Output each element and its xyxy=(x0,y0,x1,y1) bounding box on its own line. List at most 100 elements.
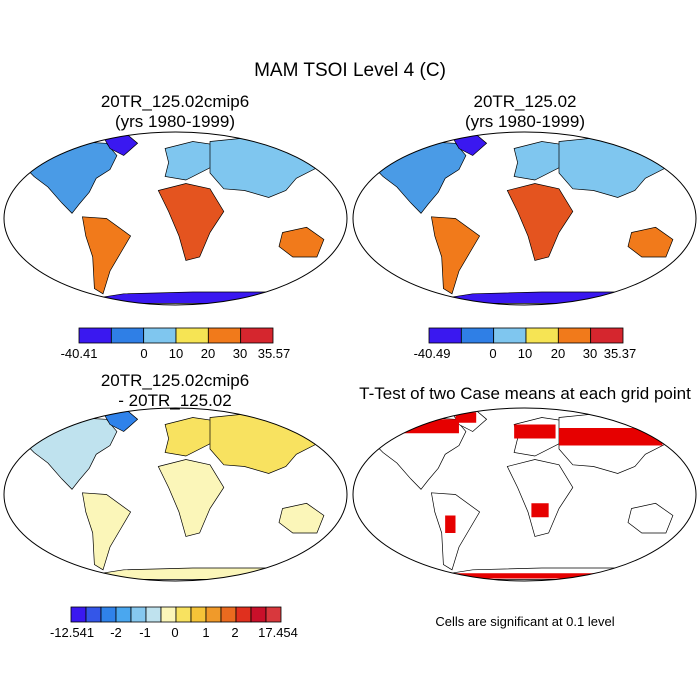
panel3-title: 20TR_125.02cmip6 - 20TR_125.02 xyxy=(0,371,350,411)
panel2-colorbar-label: -40.49 xyxy=(413,346,451,361)
colorbar-swatch xyxy=(70,606,87,623)
panel3-title-line2: - 20TR_125.02 xyxy=(118,391,232,410)
colorbar-swatch xyxy=(175,606,192,623)
map-border xyxy=(352,407,697,582)
asia-landmass xyxy=(558,135,684,198)
colorbar-swatch xyxy=(250,606,267,623)
significant-cells xyxy=(396,419,459,434)
africa-landmass xyxy=(506,183,574,261)
colorbar-swatch xyxy=(160,606,177,623)
antarctica-landmass xyxy=(78,291,300,304)
map-border xyxy=(3,131,348,306)
panel3-colorbar-label: 2 xyxy=(231,625,239,640)
significance-note: Cells are significant at 0.1 level xyxy=(435,614,615,629)
panel4-title: T-Test of two Case means at each grid po… xyxy=(359,384,691,403)
colorbar-swatch xyxy=(493,327,527,344)
panel1-title-line1: 20TR_125.02cmip6 xyxy=(100,92,250,111)
panel2-map xyxy=(352,131,697,311)
australia-landmass xyxy=(627,226,674,258)
africa-landmass xyxy=(157,183,225,261)
colorbar-swatch xyxy=(557,327,592,344)
asia-landmass xyxy=(209,411,335,474)
colorbar-swatch xyxy=(240,327,274,344)
colorbar-swatch xyxy=(428,327,462,344)
europe-landmass xyxy=(513,141,567,181)
colorbar-swatch xyxy=(590,327,624,344)
colorbar-swatch xyxy=(100,606,117,623)
colorbar-swatch xyxy=(115,606,132,623)
panel3-map-svg xyxy=(3,407,348,582)
colorbar-swatch xyxy=(175,327,209,344)
colorbar-swatch xyxy=(110,327,145,344)
colorbar-swatch xyxy=(460,327,495,344)
colorbar-swatch xyxy=(143,327,177,344)
panel2-title-line2: (yrs 1980-1999) xyxy=(464,112,585,131)
samerica-landmass xyxy=(81,492,132,571)
asia-landmass xyxy=(209,135,335,198)
significant-cells xyxy=(559,428,663,446)
panel3-colorbar xyxy=(70,606,282,628)
panel3-colorbar-label: -1 xyxy=(139,625,151,640)
australia-landmass xyxy=(627,502,674,534)
main-title: MAM TSOI Level 4 (C) xyxy=(254,60,446,81)
significant-cells xyxy=(427,573,635,579)
panel2-colorbar-label: 20 xyxy=(550,346,566,361)
significant-cells xyxy=(514,424,556,439)
namerica-landmass xyxy=(23,417,118,490)
namerica-landmass xyxy=(372,141,467,214)
africa-landmass xyxy=(506,459,574,537)
panel2-colorbar-label: 30 xyxy=(582,346,598,361)
europe-landmass xyxy=(164,417,218,457)
panel1-map-svg xyxy=(3,131,348,306)
map-content xyxy=(372,134,684,304)
colorbar-swatch xyxy=(145,606,162,623)
panel1-title-line2: (yrs 1980-1999) xyxy=(114,112,235,131)
panel3-colorbar-label: 1 xyxy=(202,625,210,640)
panel4-map-svg xyxy=(352,407,697,582)
map-content xyxy=(372,410,684,580)
colorbar-swatch xyxy=(190,606,207,623)
antarctica-landmass xyxy=(427,291,649,304)
panel1-colorbar-label: 0 xyxy=(140,346,148,361)
map-border xyxy=(3,407,348,582)
panel1-colorbar-label: 35.57 xyxy=(257,346,291,361)
panel3-colorbar-label: -12.541 xyxy=(49,625,95,640)
map-border xyxy=(352,131,697,306)
colorbar-swatch xyxy=(525,327,559,344)
map-content xyxy=(23,134,335,304)
colorbar-swatch xyxy=(85,606,102,623)
colorbar-swatch xyxy=(265,606,282,623)
australia-landmass xyxy=(278,502,325,534)
panel1-title: 20TR_125.02cmip6 (yrs 1980-1999) xyxy=(0,92,350,132)
europe-landmass xyxy=(164,141,218,181)
colorbar-swatch xyxy=(130,606,147,623)
panel1-colorbar-label: 20 xyxy=(200,346,216,361)
panel2-colorbar-label: 35.37 xyxy=(603,346,637,361)
panel1-colorbar xyxy=(78,327,274,349)
map-content xyxy=(23,410,335,580)
panel2-colorbar-label: 0 xyxy=(489,346,497,361)
panel1-colorbar-label: 30 xyxy=(232,346,248,361)
samerica-landmass xyxy=(81,216,132,295)
colorbar-swatch xyxy=(205,606,222,623)
antarctica-landmass xyxy=(78,567,300,580)
panel2-title: 20TR_125.02 (yrs 1980-1999) xyxy=(350,92,700,132)
colorbar-swatch xyxy=(207,327,242,344)
samerica-landmass xyxy=(430,216,481,295)
panel1-colorbar-label: -40.41 xyxy=(60,346,98,361)
panel2-title-line1: 20TR_125.02 xyxy=(473,92,577,111)
namerica-landmass xyxy=(23,141,118,214)
significant-cells xyxy=(455,412,477,423)
panel1-colorbar-svg xyxy=(78,327,274,344)
significant-cells xyxy=(531,503,549,518)
panel2-colorbar xyxy=(428,327,624,349)
australia-landmass xyxy=(278,226,325,258)
colorbar-swatch xyxy=(220,606,237,623)
panel4-map xyxy=(352,407,697,587)
africa-landmass xyxy=(157,459,225,537)
panel3-map xyxy=(3,407,348,587)
panel3-colorbar-label: 17.454 xyxy=(258,625,298,640)
panel3-title-line1: 20TR_125.02cmip6 xyxy=(100,371,250,390)
panel2-colorbar-label: 10 xyxy=(517,346,533,361)
panel1-map xyxy=(3,131,348,311)
